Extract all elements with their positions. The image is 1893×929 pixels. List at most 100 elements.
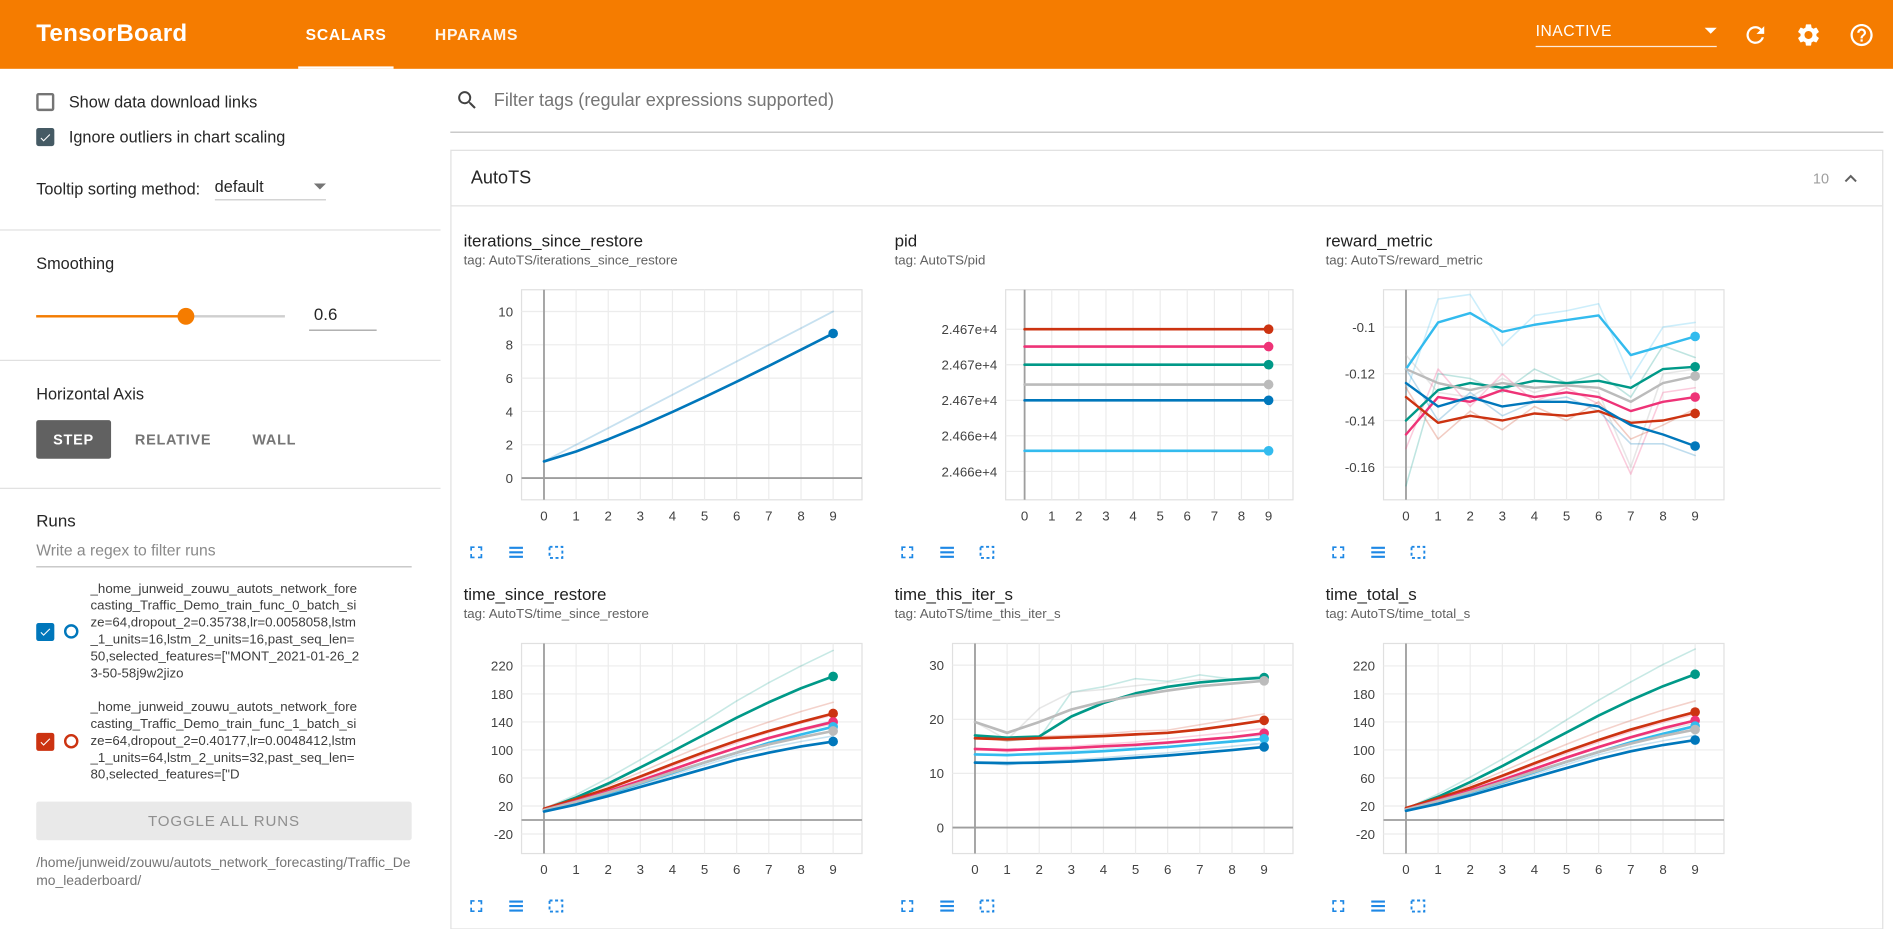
run-solo-radio[interactable]	[63, 734, 79, 749]
svg-text:2: 2	[1036, 862, 1043, 877]
svg-text:6: 6	[733, 862, 740, 877]
expand-chart-icon[interactable]	[897, 896, 918, 917]
svg-text:4: 4	[669, 508, 676, 523]
log-scale-toggle-icon[interactable]	[506, 542, 527, 563]
fit-domain-icon[interactable]	[546, 542, 567, 563]
toggle-all-runs-button[interactable]: TOGGLE ALL RUNS	[36, 801, 412, 841]
log-scale-toggle-icon[interactable]	[937, 542, 958, 563]
svg-text:5: 5	[701, 508, 708, 523]
svg-text:8: 8	[506, 338, 513, 353]
svg-text:20: 20	[929, 712, 944, 727]
expand-chart-icon[interactable]	[1328, 896, 1349, 917]
svg-text:220: 220	[491, 659, 513, 674]
svg-text:2.466e+4: 2.466e+4	[942, 429, 998, 444]
scalar-line-chart[interactable]: 0 1 2 3 4 5 6 7 8 9 2.467e+4 2.467e+4 2.467e+4 2.466e…	[895, 278, 1312, 538]
divider	[0, 359, 441, 361]
log-scale-toggle-icon[interactable]	[1368, 542, 1389, 563]
scalar-line-chart[interactable]: 0 1 2 3 4 5 6 7 8 9 0 2 4 6 8 10	[464, 278, 881, 538]
expand-chart-icon[interactable]	[466, 896, 487, 917]
log-scale-toggle-icon[interactable]	[937, 896, 958, 917]
svg-text:5: 5	[1563, 508, 1570, 523]
refresh-icon[interactable]	[1741, 20, 1770, 49]
svg-text:30: 30	[929, 658, 944, 673]
svg-text:9: 9	[1691, 508, 1698, 523]
show-download-links-row[interactable]: Show data download links	[36, 92, 411, 112]
tooltip-sorting-dropdown[interactable]: default	[214, 177, 326, 201]
svg-text:5: 5	[1132, 862, 1139, 877]
chart-title: pid	[894, 230, 918, 250]
chart-title: time_this_iter_s	[894, 584, 1013, 604]
smoothing-value-input[interactable]	[309, 301, 377, 331]
help-icon[interactable]	[1847, 20, 1876, 49]
svg-text:4: 4	[1531, 508, 1538, 523]
smoothing-slider-thumb[interactable]	[176, 307, 194, 325]
chart-toolbar	[464, 896, 881, 917]
show-download-links-checkbox[interactable]	[36, 92, 55, 112]
svg-text:20: 20	[498, 799, 513, 814]
scalar-line-chart[interactable]: 0 1 2 3 4 5 6 7 8 9 -0.1 -0.12 -0.14 -0.16	[1326, 278, 1743, 538]
chevron-up-icon[interactable]	[1839, 166, 1863, 190]
show-download-links-label: Show data download links	[68, 92, 258, 112]
chevron-down-icon	[1704, 27, 1717, 34]
ignore-outliers-label: Ignore outliers in chart scaling	[68, 127, 286, 147]
svg-text:5: 5	[701, 862, 708, 877]
svg-text:4: 4	[1100, 862, 1107, 877]
run-item: _home_junweid_zouwu_autots_network_forec…	[36, 572, 411, 690]
svg-text:1: 1	[1048, 508, 1055, 523]
svg-text:2.467e+4: 2.467e+4	[942, 393, 998, 408]
tab-scalars[interactable]: SCALARS	[282, 0, 411, 69]
svg-text:7: 7	[1211, 508, 1218, 523]
smoothing-slider[interactable]	[36, 307, 285, 325]
chart-tag: tag: AutoTS/pid	[894, 253, 986, 269]
haxis-step-button[interactable]: STEP	[36, 420, 111, 459]
svg-text:7: 7	[1627, 508, 1634, 523]
svg-text:2.466e+4: 2.466e+4	[942, 464, 998, 479]
svg-text:7: 7	[765, 862, 772, 877]
scalar-line-chart[interactable]: 0 1 2 3 4 5 6 7 8 9 -20 20 60 100 140 180 220	[464, 631, 881, 891]
svg-text:9: 9	[829, 508, 836, 523]
scalar-line-chart[interactable]: 0 1 2 3 4 5 6 7 8 9 0 10 20 30	[895, 631, 1312, 891]
svg-text:6: 6	[733, 508, 740, 523]
fit-domain-icon[interactable]	[977, 542, 998, 563]
haxis-relative-button[interactable]: RELATIVE	[118, 420, 228, 459]
scalar-line-chart[interactable]: 0 1 2 3 4 5 6 7 8 9 -20 20 60 100 140 180 220	[1326, 631, 1743, 891]
fit-domain-icon[interactable]	[1408, 896, 1429, 917]
fit-domain-icon[interactable]	[546, 896, 567, 917]
run-checkbox[interactable]	[36, 732, 55, 751]
svg-text:2.467e+4: 2.467e+4	[942, 358, 998, 373]
haxis-wall-button[interactable]: WALL	[235, 420, 313, 459]
svg-text:6: 6	[506, 371, 513, 386]
settings-gear-icon[interactable]	[1794, 20, 1823, 49]
reload-status-dropdown[interactable]: INACTIVE	[1535, 22, 1717, 48]
tag-group-header[interactable]: AutoTS 10	[451, 151, 1883, 207]
tab-hparams[interactable]: HPARAMS	[434, 25, 519, 44]
expand-chart-icon[interactable]	[897, 542, 918, 563]
app-title: TensorBoard	[36, 20, 188, 48]
chart-card-time_total_s: time_total_s tag: AutoTS/time_total_s 0 1 2 3…	[1326, 584, 1743, 916]
run-solo-radio[interactable]	[63, 624, 79, 639]
tag-filter-input[interactable]	[493, 89, 1879, 111]
svg-text:60: 60	[1360, 771, 1375, 786]
svg-text:0: 0	[971, 862, 978, 877]
svg-text:0: 0	[540, 508, 547, 523]
expand-chart-icon[interactable]	[466, 542, 487, 563]
chart-tag: tag: AutoTS/time_this_iter_s	[894, 607, 1061, 622]
svg-text:10: 10	[929, 766, 944, 781]
runs-list: _home_junweid_zouwu_autots_network_forec…	[36, 572, 411, 792]
svg-text:6: 6	[1184, 508, 1191, 523]
run-checkbox[interactable]	[36, 622, 55, 641]
log-scale-toggle-icon[interactable]	[506, 896, 527, 917]
divider	[0, 229, 441, 231]
svg-text:6: 6	[1595, 862, 1602, 877]
expand-chart-icon[interactable]	[1328, 542, 1349, 563]
charts-grid: iterations_since_restore tag: AutoTS/iter…	[452, 206, 1883, 928]
log-scale-toggle-icon[interactable]	[1368, 896, 1389, 917]
runs-filter-input[interactable]	[36, 529, 412, 568]
ignore-outliers-checkbox[interactable]	[36, 127, 55, 147]
ignore-outliers-row[interactable]: Ignore outliers in chart scaling	[36, 127, 411, 147]
fit-domain-icon[interactable]	[977, 896, 998, 917]
chart-title: time_since_restore	[463, 584, 607, 604]
svg-text:9: 9	[1691, 862, 1698, 877]
fit-domain-icon[interactable]	[1408, 542, 1429, 563]
